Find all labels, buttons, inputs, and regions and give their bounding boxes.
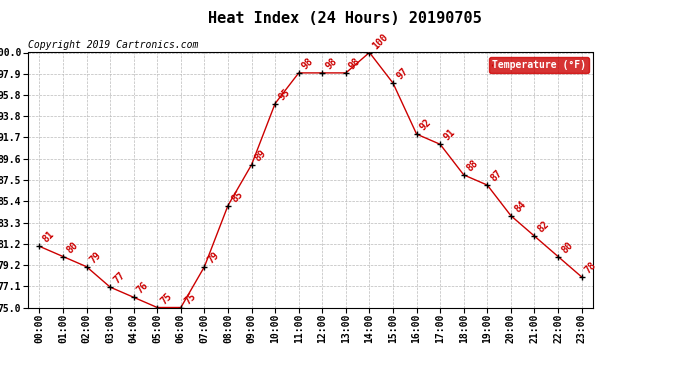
Text: Heat Index (24 Hours) 20190705: Heat Index (24 Hours) 20190705 — [208, 11, 482, 26]
Text: 98: 98 — [347, 56, 363, 72]
Text: 87: 87 — [489, 168, 504, 184]
Text: 98: 98 — [300, 56, 315, 72]
Text: 85: 85 — [229, 189, 245, 204]
Text: 89: 89 — [253, 148, 268, 163]
Text: 84: 84 — [512, 199, 528, 214]
Text: 76: 76 — [135, 280, 150, 296]
Text: 97: 97 — [395, 66, 410, 82]
Text: 95: 95 — [277, 87, 292, 102]
Text: 75: 75 — [159, 291, 174, 306]
Text: 82: 82 — [536, 219, 551, 235]
Text: 80: 80 — [64, 240, 80, 255]
Text: 79: 79 — [88, 250, 103, 265]
Text: 88: 88 — [465, 158, 480, 174]
Text: 78: 78 — [583, 260, 598, 276]
Text: 81: 81 — [41, 230, 56, 245]
Text: 77: 77 — [112, 270, 127, 286]
Text: 79: 79 — [206, 250, 221, 265]
Text: 92: 92 — [418, 117, 433, 133]
Text: 98: 98 — [324, 56, 339, 72]
Text: 75: 75 — [182, 291, 197, 306]
Text: 80: 80 — [560, 240, 575, 255]
Legend: Temperature (°F): Temperature (°F) — [489, 57, 589, 73]
Text: 91: 91 — [442, 128, 457, 143]
Text: Copyright 2019 Cartronics.com: Copyright 2019 Cartronics.com — [28, 40, 198, 50]
Text: 100: 100 — [371, 32, 391, 51]
